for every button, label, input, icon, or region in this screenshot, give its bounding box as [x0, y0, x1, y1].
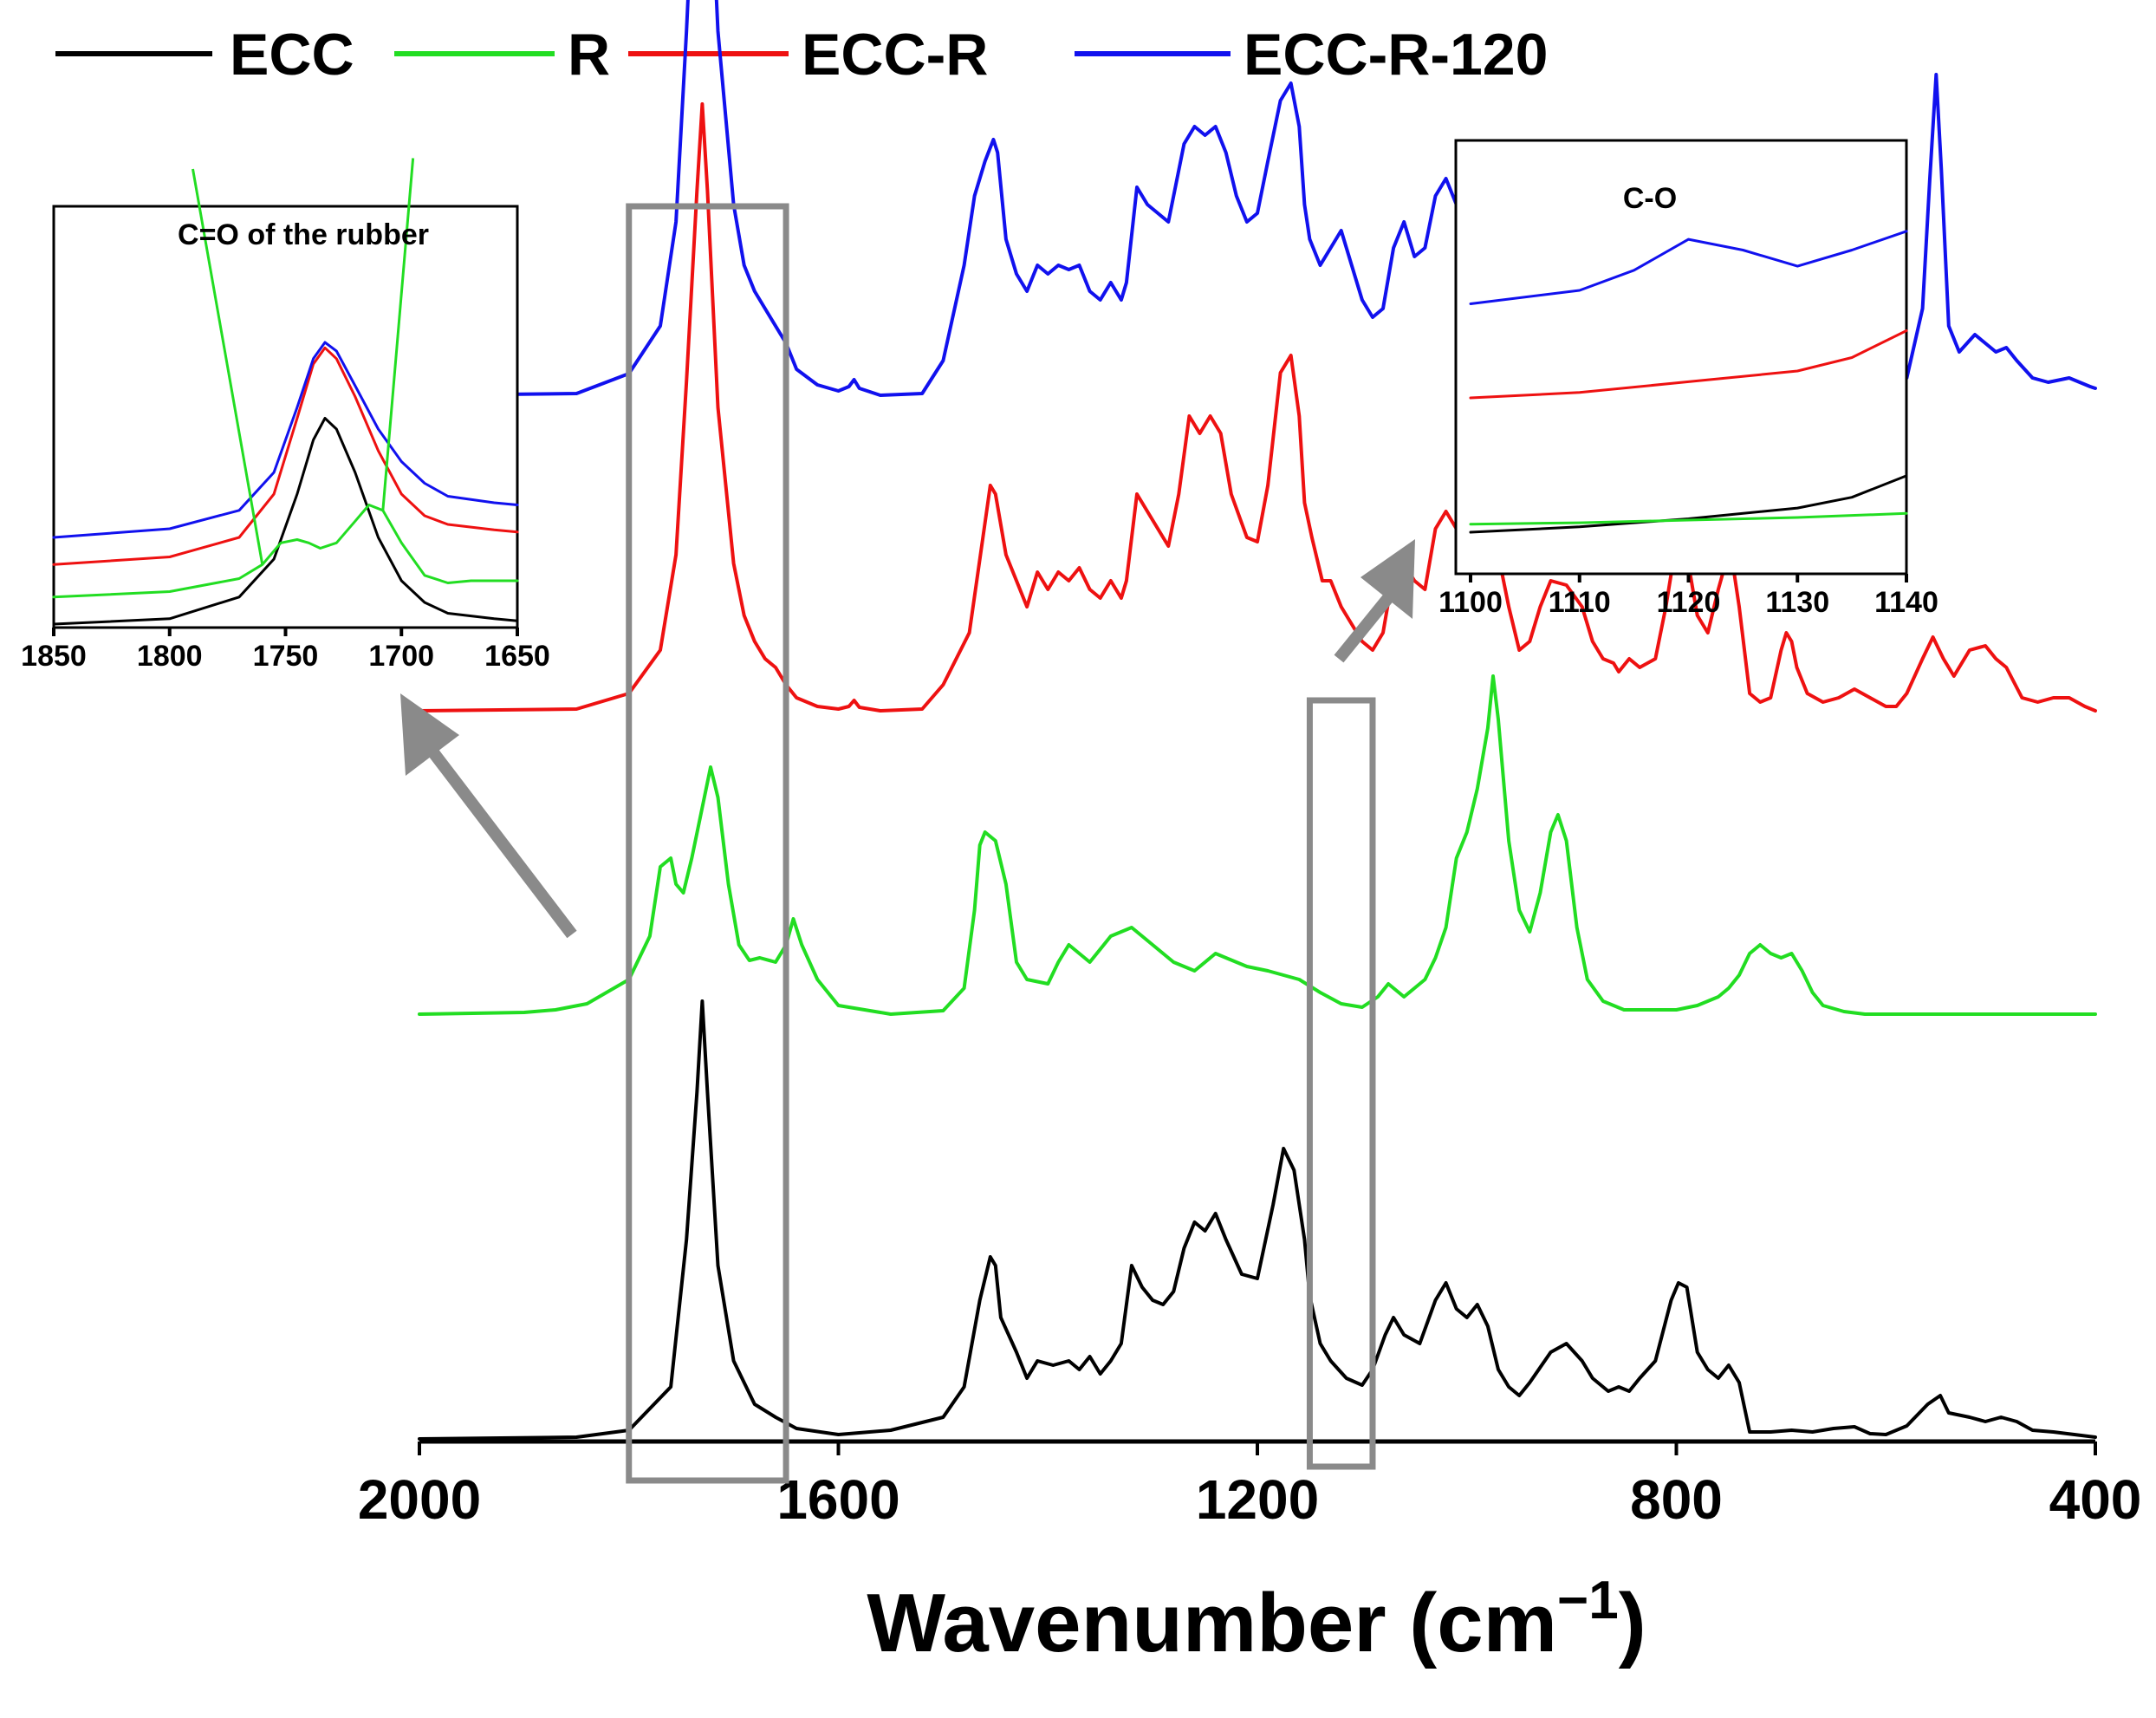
x-axis-tick-label-1600: 1600 — [776, 1468, 899, 1531]
main-series-r — [418, 674, 2097, 1016]
legend-label-ecc: ECC — [230, 22, 354, 88]
inset-left: 1850 1800 1750 1700 1650 C=O of the rubber — [21, 158, 550, 673]
inset-left-tick-label-1700: 1700 — [368, 640, 434, 673]
inset-left-tick-label-1650: 1650 — [484, 640, 550, 673]
highlight-box-co — [1306, 697, 1376, 1470]
inset-right-ticks: 1100 1110 1120 1130 1140 — [1438, 574, 1938, 619]
inset-left-series-r — [52, 504, 519, 599]
inset-right-series-ecc — [1469, 474, 1908, 534]
arrow-to-right-inset — [1334, 539, 1415, 663]
inset-left-frame — [52, 205, 519, 629]
main-plot: 2000 1600 1200 800 400 Wavenumber (cm−1) — [358, 0, 2142, 1669]
inset-right-tick-label-1140: 1140 — [1874, 586, 1938, 619]
inset-right-series-group — [1469, 230, 1908, 534]
arrow-to-left-inset — [400, 693, 577, 939]
inset-right-tick-label-1110: 1110 — [1549, 586, 1611, 619]
x-axis-label: Wavenumber (cm−1) — [867, 1571, 1646, 1669]
inset-left-tick-label-1750: 1750 — [253, 640, 319, 673]
main-series-ecc-r — [418, 102, 2097, 713]
x-axis-tick-label-2000: 2000 — [358, 1468, 481, 1531]
inset-right-annotation: C-O — [1623, 182, 1677, 215]
inset-left-series-r-flank-2 — [381, 158, 415, 511]
inset-right-series-ecc-r — [1469, 329, 1908, 400]
inset-left-series-ecc — [52, 417, 519, 626]
inset-right-series-ecc-r-120 — [1469, 230, 1908, 305]
inset-left-series-ecc-r — [52, 346, 519, 566]
inset-left-series-group — [52, 158, 519, 626]
inset-left-series-r-flank-1 — [192, 168, 264, 565]
inset-left-ticks: 1850 1800 1750 1700 1650 — [21, 628, 550, 673]
inset-right-frame — [1454, 139, 1908, 576]
x-axis-tick-label-1200: 1200 — [1196, 1468, 1319, 1531]
inset-right-tick-label-1120: 1120 — [1657, 586, 1721, 619]
legend-label-ecc-r: ECC-R — [802, 22, 988, 88]
inset-right-tick-label-1130: 1130 — [1765, 586, 1829, 619]
highlight-box-carbonyl — [626, 203, 789, 1484]
main-series-ecc — [418, 999, 2097, 1441]
x-axis-tick-label-800: 800 — [1630, 1468, 1723, 1531]
legend-label-r: R — [568, 22, 610, 88]
inset-left-tick-label-1850: 1850 — [21, 640, 87, 673]
inset-right-series-r — [1469, 511, 1908, 526]
inset-right: 1100 1110 1120 1130 1140 C-O — [1438, 139, 1938, 619]
inset-right-tick-label-1100: 1100 — [1438, 586, 1503, 619]
inset-left-tick-label-1800: 1800 — [137, 640, 203, 673]
x-axis-tick-label-400: 400 — [2049, 1468, 2142, 1531]
legend-label-ecc-r-120: ECC-R-120 — [1244, 22, 1548, 88]
legend: ECC R ECC-R ECC-R-120 — [55, 22, 1548, 88]
x-axis-ticks: 2000 1600 1200 800 400 — [358, 1441, 2142, 1531]
inset-left-annotation: C=O of the rubber — [178, 218, 429, 251]
